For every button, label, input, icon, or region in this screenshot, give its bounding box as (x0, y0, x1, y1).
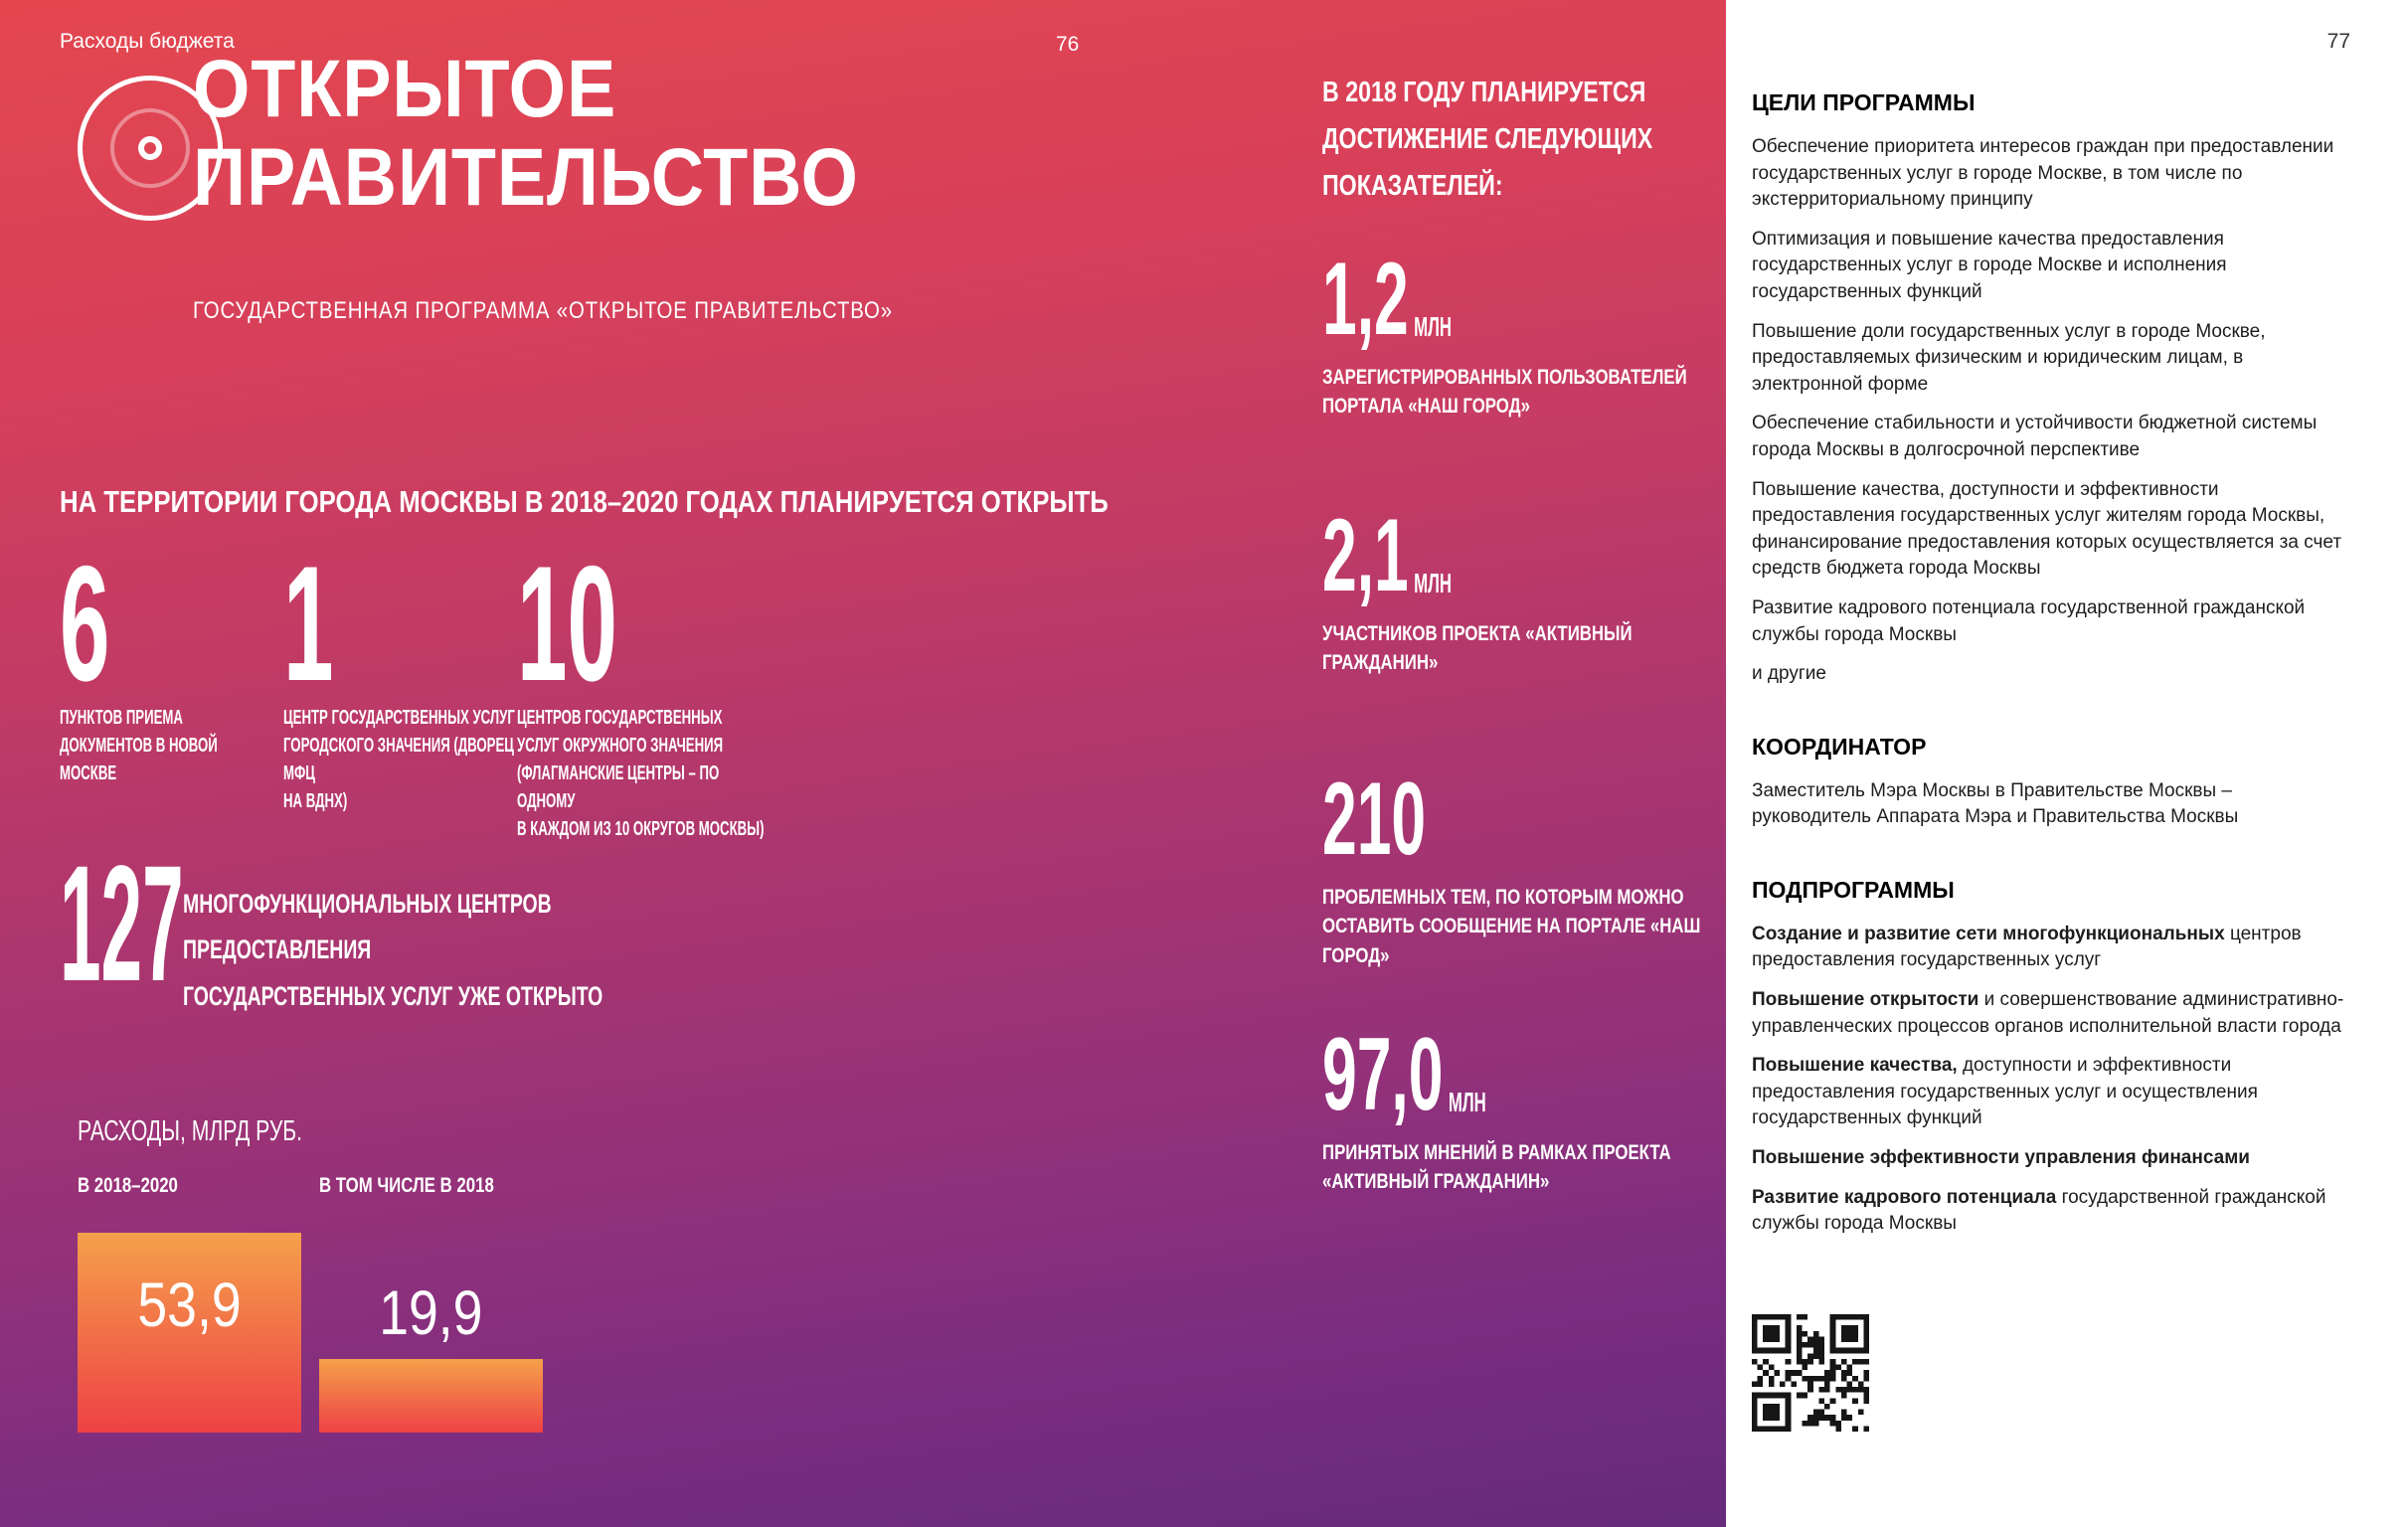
qr-code-icon (1752, 1314, 1869, 1432)
goals-heading: ЦЕЛИ ПРОГРАММЫ (1752, 89, 1976, 115)
indicator-accepted-opinions: 97,0 МЛН ПРИНЯТЫХ МНЕНИЙ В РАМКАХ ПРОЕКТА… (1322, 1017, 1800, 1197)
stat-value: 127 (60, 832, 184, 1016)
indicator-value: 97,0 МЛН (1322, 1017, 1609, 1132)
stat-district-centers: 10 ЦЕНТРОВ ГОСУДАРСТВЕННЫХ УСЛУГ ОКРУЖНО… (517, 532, 875, 843)
subprogram-item: Развитие кадрового потенциала государств… (1752, 1185, 2346, 1238)
subprogram-rest: и совершенствование административно-упра… (1752, 989, 2344, 1037)
concentric-rings-logo-icon (78, 76, 223, 221)
indicator-unit: МЛН (1448, 1087, 1486, 1117)
subprogram-rest: государственной гражданской службы город… (1752, 1186, 2326, 1235)
bar-value-label: 19,9 (379, 1278, 483, 1348)
indicator-label: ПРОБЛЕМНЫХ ТЕМ, ПО КОТОРЫМ МОЖНО ОСТАВИТ… (1322, 886, 1701, 967)
left-page: Расходы бюджета 76 ОТКРЫТОЕ ПРАВИТЕЛЬСТВ… (0, 0, 1726, 1527)
indicator-number: 1,2 (1322, 242, 1409, 357)
bar-2018 (319, 1359, 543, 1433)
subprogram-item: Повышение качества, доступности и эффект… (1752, 1053, 2346, 1132)
section-heading: НА ТЕРРИТОРИИ ГОРОДА МОСКВЫ В 2018–2020 … (60, 484, 1109, 519)
subprogram-item: Повышение эффективности управления финан… (1752, 1145, 2346, 1172)
chart-category-label: В 2018–2020 (78, 1174, 178, 1197)
subprogram-lead: Повышение открытости (1752, 989, 1979, 1011)
bar-value-label: 53,9 (137, 1271, 242, 1340)
program-subtitle: ГОСУДАРСТВЕННАЯ ПРОГРАММА «ОТКРЫТОЕ ПРАВ… (193, 297, 893, 324)
page-title: ОТКРЫТОЕ ПРАВИТЕЛЬСТВО (193, 44, 859, 223)
page-number-right: 77 (2326, 30, 2350, 53)
indicators-heading: В 2018 ГОДУ ПЛАНИРУЕТСЯ ДОСТИЖЕНИЕ СЛЕДУ… (1322, 77, 1653, 202)
coordinator-heading: КООРДИНАТОР (1752, 733, 1927, 760)
subprogram-item: Создание и развитие сети многофункционал… (1752, 922, 2346, 974)
indicator-active-citizen-participants: 2,1 МЛН УЧАСТНИКОВ ПРОЕКТА «АКТИВНЫЙ ГРАЖ… (1322, 498, 1800, 678)
subprogram-item: Повышение открытости и совершенствование… (1752, 987, 2346, 1040)
subprogram-lead: Развитие кадрового потенциала (1752, 1186, 2057, 1208)
goal-item: Повышение качества, доступности и эффект… (1752, 478, 2342, 580)
subprogram-lead: Повышение качества, (1752, 1055, 1958, 1077)
goal-item: Обеспечение стабильности и устойчивости … (1752, 413, 2318, 460)
subprograms-heading: ПОДПРОГРАММЫ (1752, 876, 1955, 903)
right-page: 77 ЦЕЛИ ПРОГРАММЫ Обеспечение приоритета… (1726, 0, 2408, 1527)
logo-ring-outer (78, 76, 223, 221)
subprogram-rest: центров предоставления государственных у… (1752, 923, 2302, 971)
goal-item: и другие (1752, 663, 1826, 685)
stat-mfc-opened: 127 МНОГОФУНКЦИОНАЛЬНЫХ ЦЕНТРОВ ПРЕДОСТА… (60, 832, 954, 1016)
indicator-unit: МЛН (1414, 568, 1453, 598)
indicator-value: 210 (1322, 762, 1609, 877)
stat-label: МНОГОФУНКЦИОНАЛЬНЫХ ЦЕНТРОВ ПРЕДОСТАВЛЕН… (183, 889, 603, 1011)
page-number-left: 76 (1056, 33, 1080, 56)
chart-title: РАСХОДЫ, МЛРД РУБ. (78, 1115, 303, 1147)
indicator-value: 2,1 МЛН (1322, 498, 1609, 613)
goal-item: Повышение доли государственных услуг в г… (1752, 320, 2266, 395)
indicator-label: ЗАРЕГИСТРИРОВАННЫХ ПОЛЬЗОВАТЕЛЕЙ ПОРТАЛА… (1322, 366, 1687, 419)
stat-label: ПУНКТОВ ПРИЕМА ДОКУМЕНТОВ В НОВОЙ МОСКВЕ (60, 707, 218, 784)
stat-reception-points: 6 ПУНКТОВ ПРИЕМА ДОКУМЕНТОВ В НОВОЙ МОСК… (60, 532, 418, 787)
page-title-line2: ПРАВИТЕЛЬСТВО (193, 131, 859, 223)
goal-item: Развитие кадрового потенциала государств… (1752, 596, 2306, 645)
indicator-number: 2,1 (1322, 498, 1409, 613)
page-title-line1: ОТКРЫТОЕ (193, 44, 617, 134)
indicator-label: УЧАСТНИКОВ ПРОЕКТА «АКТИВНЫЙ ГРАЖДАНИН» (1322, 622, 1633, 675)
coordinator-text: Заместитель Мэра Москвы в Правительстве … (1752, 779, 2239, 828)
goal-item: Оптимизация и повышение качества предост… (1752, 228, 2227, 302)
stat-city-center: 1 ЦЕНТР ГОСУДАРСТВЕННЫХ УСЛУГ ГОРОДСКОГО… (283, 532, 641, 815)
subprogram-lead: Повышение эффективности управления финан… (1752, 1147, 2250, 1169)
indicator-number: 97,0 (1322, 1017, 1444, 1132)
logo-ring-middle (110, 108, 190, 188)
stat-label: ЦЕНТРОВ ГОСУДАРСТВЕННЫХ УСЛУГ ОКРУЖНОГО … (517, 707, 765, 840)
indicator-number: 210 (1322, 762, 1427, 877)
stat-value: 6 (60, 532, 110, 715)
chart-category-label: В ТОМ ЧИСЛЕ В 2018 (319, 1174, 494, 1197)
indicator-problem-topics: 210 ПРОБЛЕМНЫХ ТЕМ, ПО КОТОРЫМ МОЖНО ОСТ… (1322, 762, 1800, 970)
subprogram-lead: Создание и развитие сети многофункционал… (1752, 923, 2225, 944)
bar-2018-2020: 53,9 (78, 1233, 301, 1433)
stat-value: 10 (517, 532, 617, 715)
goal-item: Обеспечение приоритета интересов граждан… (1752, 136, 2334, 211)
subprogram-rest: доступности и эффективности предоставлен… (1752, 1055, 2258, 1129)
stat-label: ЦЕНТР ГОСУДАРСТВЕННЫХ УСЛУГ ГОРОДСКОГО З… (283, 707, 515, 812)
bar-column-2018-2020: 53,9 (78, 1233, 301, 1433)
breadcrumb: Расходы бюджета (60, 30, 235, 53)
bar-column-2018: 19,9 (319, 1282, 543, 1433)
indicator-value: 1,2 МЛН (1322, 242, 1609, 357)
logo-ring-inner (138, 136, 162, 160)
indicator-label: ПРИНЯТЫХ МНЕНИЙ В РАМКАХ ПРОЕКТА «АКТИВН… (1322, 1141, 1671, 1194)
indicator-registered-users: 1,2 МЛН ЗАРЕГИСТРИРОВАННЫХ ПОЛЬЗОВАТЕЛЕЙ … (1322, 242, 1800, 422)
indicator-unit: МЛН (1414, 311, 1453, 342)
stat-value: 1 (283, 532, 334, 715)
